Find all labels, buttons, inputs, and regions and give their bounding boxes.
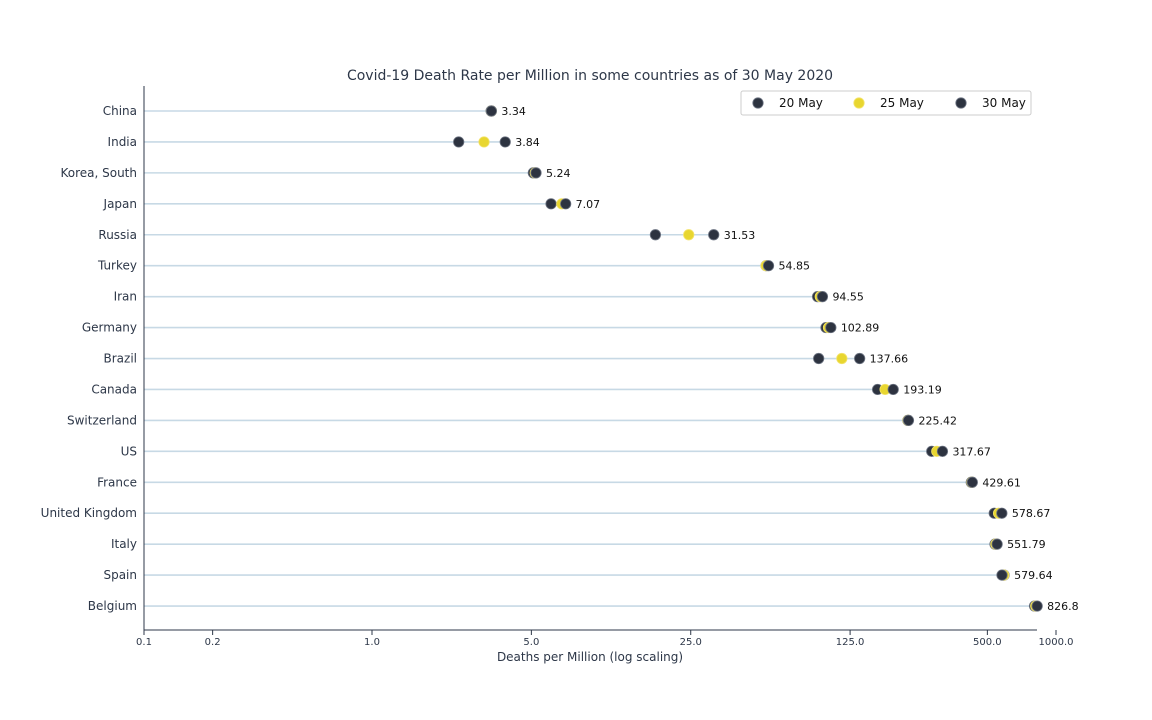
chart-title: Covid-19 Death Rate per Million in some … — [347, 68, 833, 84]
legend-marker — [853, 97, 865, 109]
x-tick-label: 0.2 — [205, 637, 221, 648]
legend-label: 20 May — [779, 96, 823, 110]
category-label: Turkey — [97, 259, 137, 273]
data-point — [996, 507, 1008, 519]
category-label: Germany — [82, 321, 137, 335]
data-label: 578.67 — [1012, 507, 1050, 520]
x-ticks: 0.1 0.2 1.0 5.0 25.0 125.0 500.0 1000.0 — [136, 630, 1074, 648]
data-label: 826.8 — [1047, 600, 1079, 613]
data-point — [762, 260, 775, 272]
legend-frame — [740, 90, 1032, 116]
data-point — [816, 291, 829, 303]
category-label: US — [121, 444, 137, 458]
x-axis-label: Deaths per Million (log scaling) — [497, 650, 683, 664]
data-label: 31.53 — [724, 229, 756, 242]
data-label: 193.19 — [903, 383, 942, 396]
data-label: 429.61 — [982, 476, 1021, 489]
data-label: 5.24 — [546, 167, 571, 180]
legend: 20 May 25 May 30 May — [740, 90, 1032, 116]
data-point — [485, 105, 498, 117]
data-point — [836, 352, 848, 365]
data-point — [936, 445, 949, 457]
data-point — [966, 476, 978, 488]
data-point — [499, 136, 511, 148]
y-tick-labels: China India Korea, South Japan Russia Turkey I… — [41, 104, 137, 613]
category-label: India — [108, 135, 137, 149]
data-point — [683, 229, 695, 241]
category-label: China — [103, 104, 137, 118]
x-tick-label: 1.0 — [364, 637, 380, 648]
category-label: Korea, South — [60, 166, 137, 180]
category-label: Iran — [114, 290, 137, 304]
data-label: 54.85 — [779, 260, 811, 273]
data-point — [813, 352, 825, 365]
data-point — [1031, 600, 1043, 612]
legend-marker — [752, 97, 764, 109]
category-label: France — [97, 475, 137, 489]
category-label: Canada — [91, 382, 137, 396]
category-label: Japan — [103, 197, 137, 211]
data-point — [854, 352, 866, 365]
x-tick-label: 125.0 — [836, 637, 865, 648]
data-point — [545, 198, 557, 210]
data-label: 579.64 — [1014, 569, 1053, 582]
data-point — [478, 136, 490, 148]
data-label: 225.42 — [918, 414, 957, 427]
x-tick-label: 1000.0 — [1039, 637, 1074, 648]
data-point — [560, 198, 572, 210]
data-label: 94.55 — [832, 291, 864, 304]
category-label: Brazil — [104, 352, 138, 366]
category-label: Italy — [111, 537, 137, 551]
data-label: 102.89 — [841, 322, 880, 335]
x-tick-label: 25.0 — [680, 637, 702, 648]
category-label: United Kingdom — [41, 506, 137, 520]
legend-label: 25 May — [880, 96, 924, 110]
category-label: Switzerland — [67, 413, 137, 427]
x-tick-label: 500.0 — [973, 637, 1002, 648]
data-point — [991, 538, 1003, 550]
data-point — [825, 321, 837, 334]
data-label: 7.07 — [576, 198, 601, 211]
category-label: Spain — [103, 568, 137, 582]
data-label: 317.67 — [952, 445, 991, 458]
data-point — [887, 383, 899, 396]
data-points — [453, 105, 1043, 612]
data-label: 3.34 — [501, 105, 526, 118]
data-label: 3.84 — [515, 136, 540, 149]
data-labels: 3.34 3.84 5.24 7.07 31.53 54.85 94.55 102.89 137… — [501, 105, 1078, 613]
data-point — [996, 569, 1008, 581]
x-tick-label: 5.0 — [523, 637, 539, 648]
data-point — [708, 229, 720, 241]
x-tick-label: 0.1 — [136, 637, 152, 648]
category-label: Russia — [98, 228, 137, 242]
data-label: 551.79 — [1007, 538, 1046, 551]
data-point — [902, 414, 915, 426]
data-point — [530, 167, 542, 179]
legend-label: 30 May — [982, 96, 1026, 110]
data-point — [649, 229, 662, 241]
guide-lines — [144, 110, 1038, 607]
data-label: 137.66 — [870, 353, 909, 366]
legend-marker — [955, 97, 967, 109]
data-point — [453, 136, 465, 148]
category-label: Belgium — [88, 599, 137, 613]
